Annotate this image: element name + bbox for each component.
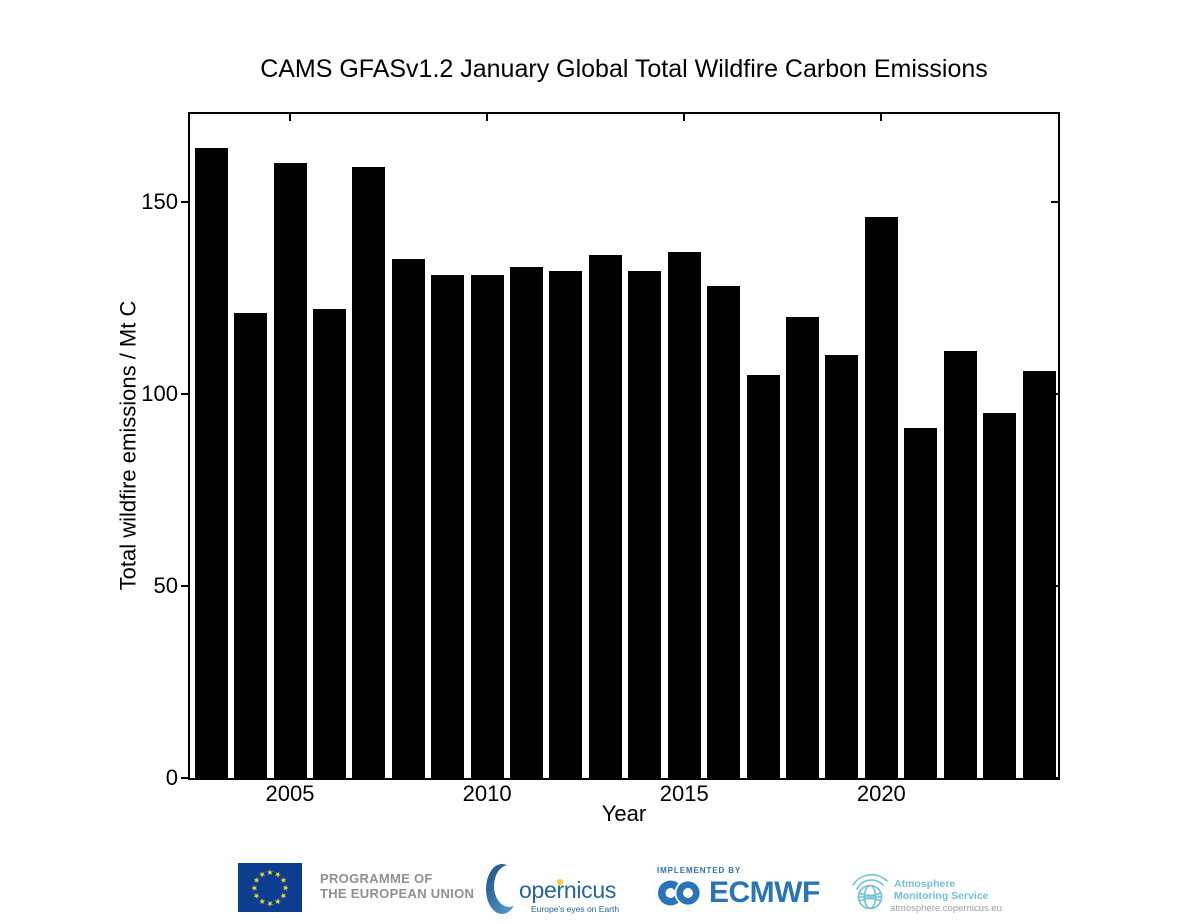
bar-2015 [667, 251, 701, 778]
eu-programme-line2: THE EUROPEAN UNION [320, 886, 475, 901]
ecmwf-logo: IMPLEMENTED BY ECMWF [657, 866, 832, 909]
x-tick-label-2015: 2015 [659, 781, 709, 806]
y-tick-left-0 [181, 777, 189, 779]
plot-area [188, 112, 1060, 780]
bar-2005 [273, 163, 307, 778]
eu-programme-line1: PROGRAMME OF [320, 871, 433, 886]
copernicus-tagline: Europe's eyes on Earth [531, 904, 620, 914]
bar-2011 [510, 266, 544, 778]
bar-2016 [707, 286, 741, 778]
y-tick-right-150 [1051, 200, 1058, 203]
ams-service-name: Atmosphere Monitoring Service [894, 878, 989, 902]
bar-2003 [194, 147, 228, 778]
x-tick-label-2005: 2005 [265, 781, 315, 806]
y-tick-label-50: 50 [153, 572, 178, 598]
bar-2008 [391, 259, 425, 778]
copernicus-logo: opernicus Europe's eyes on Earth [486, 862, 621, 920]
bar-2006 [312, 309, 346, 778]
x-tick-top-2015 [683, 114, 686, 121]
x-tick-top-2010 [486, 114, 489, 121]
bar-2019 [825, 355, 859, 778]
bar-2017 [746, 374, 780, 778]
ams-url: atmosphere.copernicus.eu [890, 903, 1002, 914]
atmosphere-monitoring-service-logo: Atmosphere Monitoring Service atmosphere… [848, 864, 1002, 920]
y-tick-left-50 [181, 584, 189, 587]
bar-2010 [470, 274, 504, 778]
bar-2009 [431, 274, 465, 778]
copernicus-wordmark: opernicus [519, 877, 617, 903]
ams-line1: Atmosphere [894, 878, 956, 890]
y-tick-left-100 [181, 392, 189, 395]
x-axis-label: Year [601, 801, 647, 826]
eu-star-icon: ★ [266, 867, 274, 877]
y-axis-label: Total wildfire emissions / Mt C [115, 300, 141, 591]
copernicus-c-icon [486, 864, 518, 914]
bar-2021 [904, 428, 938, 778]
ecmwf-wordmark: ECMWF [709, 876, 820, 909]
bar-2023 [983, 412, 1017, 778]
y-tick-left-150 [181, 200, 189, 203]
bar-2004 [234, 313, 268, 778]
implemented-by-label: IMPLEMENTED BY [657, 866, 742, 875]
ecmwf-rings-icon [658, 879, 702, 907]
x-tick-top-2005 [289, 114, 292, 121]
eu-programme-text: PROGRAMME OF THE EUROPEAN UNION [320, 871, 474, 901]
bar-2007 [352, 166, 386, 778]
y-tick-label-100: 100 [141, 380, 178, 406]
bar-2013 [588, 255, 622, 778]
ams-line2: Monitoring Service [894, 890, 989, 902]
y-tick-label-150: 150 [141, 188, 178, 214]
y-tick-label-0: 0 [165, 765, 178, 790]
copernicus-i-dot-icon [557, 879, 563, 885]
x-tick-top-2020 [880, 114, 883, 121]
bar-2012 [549, 270, 583, 778]
bar-2018 [786, 316, 819, 778]
bar-2020 [864, 216, 898, 778]
y-tick-right-0 [1051, 777, 1058, 779]
chart-title: CAMS GFASv1.2 January Global Total Wildf… [260, 55, 988, 83]
x-tick-label-2010: 2010 [462, 781, 512, 806]
bar-2024 [1022, 370, 1056, 778]
bar-2022 [943, 351, 977, 778]
ams-globe-icon [852, 873, 888, 910]
eu-flag: ★ ★ ★ ★ ★ ★ ★ ★ ★ ★ ★ ★ [238, 863, 302, 912]
bar-2014 [628, 270, 662, 778]
x-tick-label-2020: 2020 [856, 781, 906, 806]
